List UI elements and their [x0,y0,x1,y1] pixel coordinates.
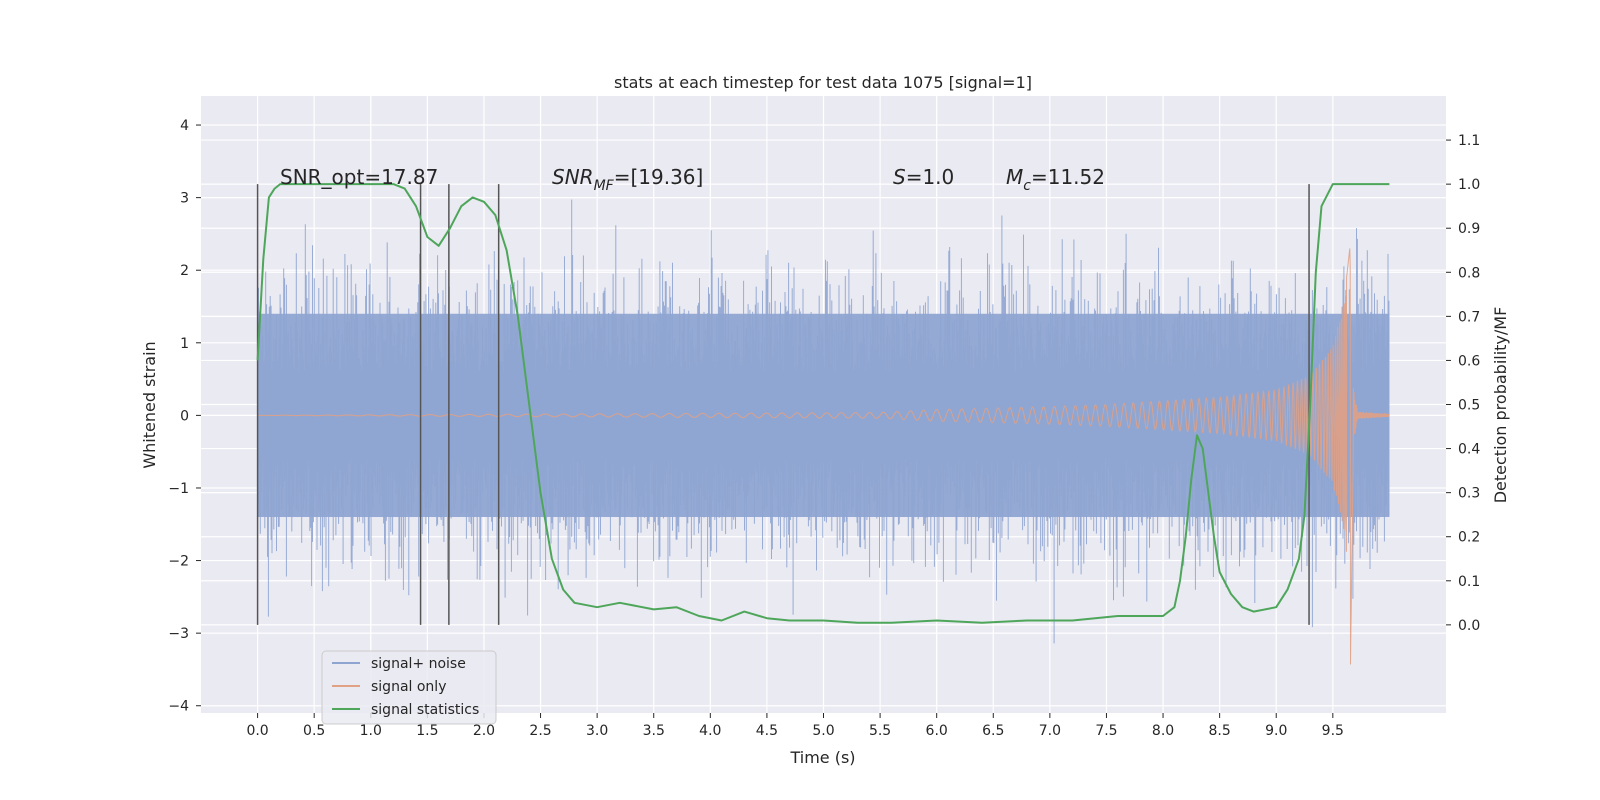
x-tick-label: 2.0 [473,723,495,739]
y-tick-label-right: 0.0 [1458,618,1480,634]
x-tick-label: 1.0 [360,723,382,739]
x-tick-label: 4.0 [699,723,721,739]
legend: signal+ noise signal only signal statist… [321,650,497,725]
y-tick-label-right: 0.7 [1458,309,1480,325]
vertical-markers [256,184,1310,625]
x-tick-label: 8.0 [1152,723,1174,739]
annotation-s-main: S [893,165,906,189]
annotation-mc-rest: =11.52 [1031,165,1105,189]
series-signal-only [257,248,1390,665]
x-tick-label: 3.0 [586,723,608,739]
x-axis-label: Time (s) [789,748,855,767]
annotation-s-rest: =1.0 [906,165,955,189]
y-tick-label-right: 1.0 [1458,177,1480,193]
x-tick-label: 6.5 [982,723,1004,739]
y-tick-label-right: 0.6 [1458,353,1480,369]
y-tick-label-left: 1 [180,336,189,352]
x-tick-label: 8.5 [1209,723,1231,739]
y-tick-label-right: 0.1 [1458,574,1480,590]
axes: 0.0 0.5 1.0 1.5 2.0 2.5 3.0 3.5 4.0 4.5 5.0 5.5 6.0 6… [168,118,1480,739]
x-tick-label: 7.0 [1039,723,1061,739]
y-tick-label-left: 0 [180,408,189,424]
annotation-snr-mf: SNRMF=[19.36] [552,165,703,194]
x-tick-label: 9.0 [1265,723,1287,739]
y-tick-label-right: 0.4 [1458,442,1480,458]
annotation-snr-mf-main: SNR [552,165,594,189]
x-tick-label: 5.0 [812,723,834,739]
chart-title: stats at each timestep for test data 107… [614,73,1032,92]
x-tick-label: 2.5 [529,723,551,739]
annotation-snr-mf-rest: =[19.36] [614,165,704,189]
y-tick-label-left: 4 [180,118,189,134]
y-axis-label-left: Whitened strain [140,341,159,468]
annotation-s: S=1.0 [893,165,954,189]
legend-label-signal-only: signal only [371,679,446,695]
x-tick-label: 9.5 [1322,723,1344,739]
y-tick-label-left: −2 [168,554,189,570]
annotation-mc: Mc=11.52 [1006,165,1105,194]
signal-only-trace [257,248,1390,665]
legend-box [321,650,497,725]
y-tick-label-left: −3 [168,626,189,642]
y-tick-label-right: 1.1 [1458,133,1480,149]
signal-statistics-trace [256,183,1390,624]
x-tick-label: 1.5 [416,723,438,739]
y-tick-label-left: −1 [168,481,189,497]
x-tick-label: 3.5 [643,723,665,739]
y-tick-label-right: 0.2 [1458,530,1480,546]
annotation-snr-mf-sub: MF [594,178,615,194]
y-tick-label-left: 2 [180,263,189,279]
y-tick-label-left: −4 [168,699,189,715]
x-tick-label: 7.5 [1095,723,1117,739]
annotation-snr-opt: SNR_opt=17.87 [280,165,438,189]
annotation-mc-main: M [1006,165,1023,189]
x-tick-label: 0.0 [246,723,268,739]
x-tick-label: 6.0 [926,723,948,739]
series-signal-statistics [256,183,1390,624]
y-tick-label-right: 0.8 [1458,265,1480,281]
y-tick-label-right: 0.3 [1458,486,1480,502]
legend-label-signal-plus-noise: signal+ noise [371,656,466,672]
annotation-mc-sub: c [1023,178,1031,194]
y-axis-label-right: Detection probability/MF [1491,307,1510,504]
y-tick-label-left: 3 [180,191,189,207]
x-tick-label: 5.5 [869,723,891,739]
y-tick-label-right: 0.9 [1458,221,1480,237]
y-tick-label-right: 0.5 [1458,398,1480,414]
x-tick-label: 0.5 [303,723,325,739]
legend-label-signal-statistics: signal statistics [371,702,479,718]
x-tick-label: 4.5 [756,723,778,739]
